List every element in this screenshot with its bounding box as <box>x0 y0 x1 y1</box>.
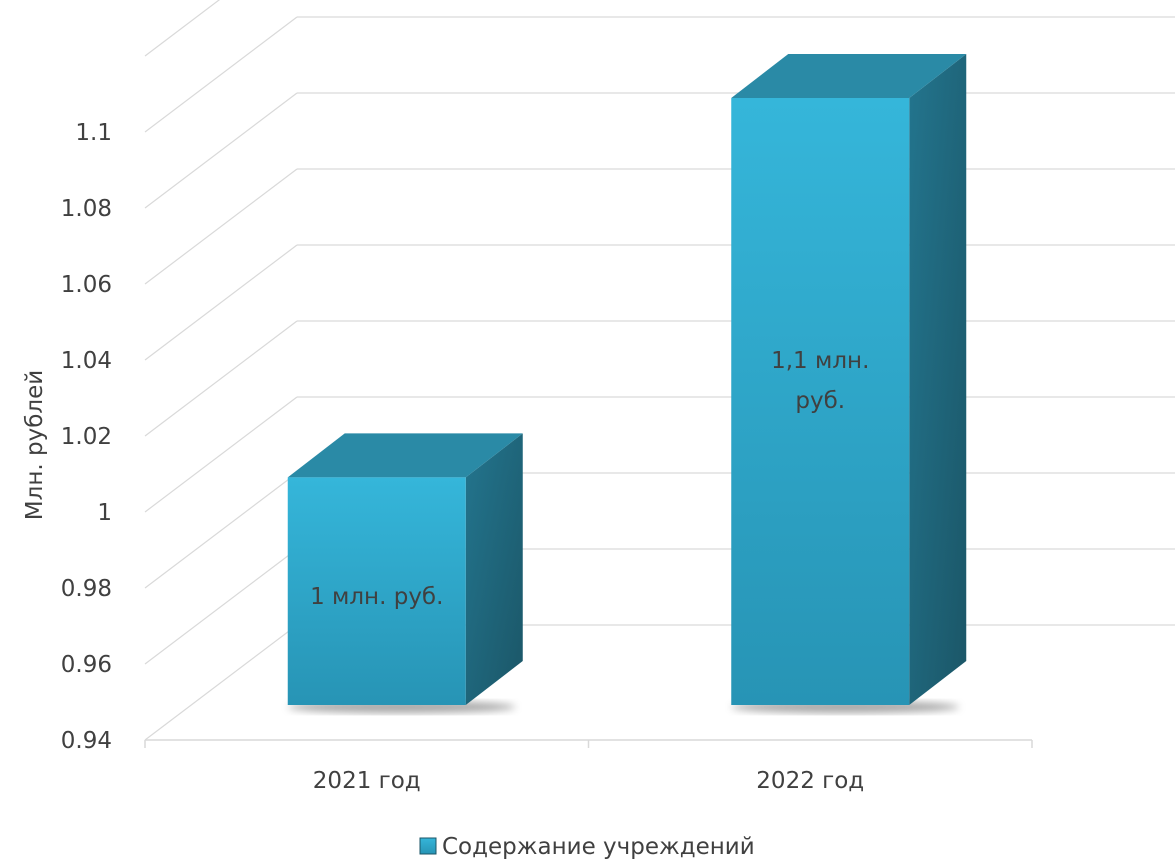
labels: 1 млн. руб. 1,1 млн. руб. <box>310 348 869 610</box>
bar <box>287 433 523 713</box>
y-tick-label: 0.96 <box>61 652 112 678</box>
y-tick-label: 1.1 <box>75 120 112 146</box>
gridline-diagonal <box>144 624 298 741</box>
bar-front-face <box>287 477 466 705</box>
gridline-diagonal <box>144 168 298 285</box>
bar-front-face <box>731 98 910 705</box>
bar-side-face <box>909 54 967 705</box>
bar-top-face <box>731 54 967 98</box>
bar-side-face <box>465 433 523 705</box>
gridline-diagonal <box>144 472 298 589</box>
bar-top-face <box>287 433 523 478</box>
legend: Содержание учреждений <box>419 834 755 860</box>
legend-entry: Содержание учреждений <box>419 834 755 860</box>
y-axis-title: Млн. рублей <box>22 370 48 520</box>
y-tick-label: 1 <box>97 500 112 526</box>
y-tick-label: 1.06 <box>61 272 112 298</box>
gridline-diagonal <box>144 16 298 133</box>
y-tick-label: 0.98 <box>61 576 112 602</box>
y-tick-label: 1.02 <box>61 424 112 450</box>
gridline-diagonal <box>144 0 221 57</box>
gridline-diagonal <box>144 244 298 361</box>
bar <box>731 54 967 713</box>
gridline-diagonal <box>144 92 298 209</box>
y-tick-label: 0.94 <box>61 728 112 754</box>
data-label: 1,1 млн. руб. <box>771 348 869 414</box>
legend-label: Содержание учреждений <box>442 834 755 860</box>
legend-swatch <box>419 837 437 855</box>
axes: 0.94 0.96 0.98 1 1.02 1.04 1.06 1.08 1.1 Млн. руб… <box>22 120 1033 794</box>
data-label: 1 млн. руб. <box>310 584 443 610</box>
gridline-diagonal <box>144 396 298 513</box>
gridline-diagonal <box>144 548 298 665</box>
x-tick-label: 2021 год <box>313 768 421 794</box>
gridline-diagonal <box>144 320 298 437</box>
bars <box>287 54 967 713</box>
y-tick-label: 1.08 <box>61 196 112 222</box>
x-tick-label: 2022 год <box>756 768 864 794</box>
y-tick-label: 1.04 <box>61 348 112 374</box>
